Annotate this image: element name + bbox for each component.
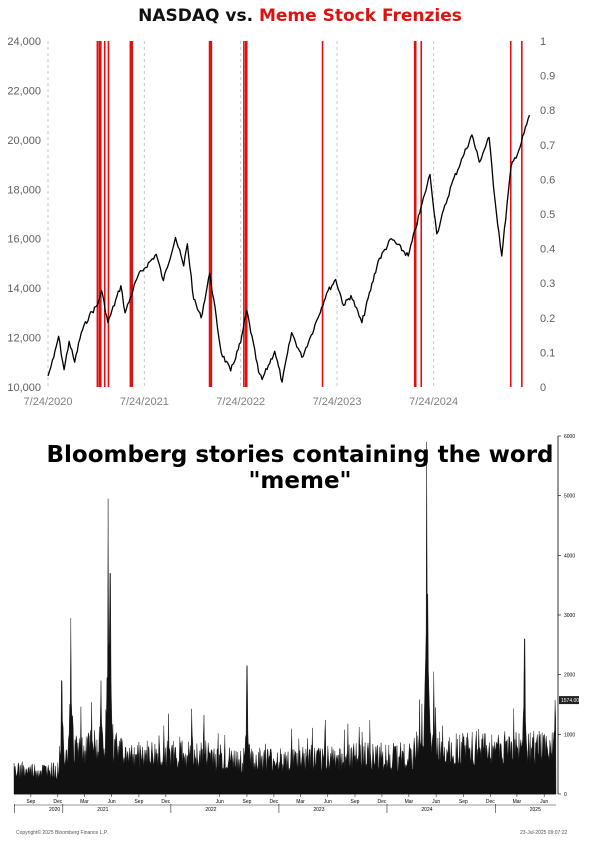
- x-year-label: 2021: [97, 807, 108, 813]
- x-month-label: Mar: [80, 799, 89, 805]
- x-tick-label: 7/24/2023: [313, 396, 362, 408]
- meme-stories-title: Bloomberg stories containing the word "m…: [46, 442, 554, 494]
- title-part-black: NASDAQ vs.: [138, 6, 254, 26]
- meme-stories-bars: [13, 441, 557, 795]
- y-left-tick-label: 12,000: [7, 333, 41, 345]
- y-right-tick-label: 3000: [564, 613, 575, 619]
- y-left-tick-label: 20,000: [7, 135, 41, 147]
- x-year-label: 2022: [205, 807, 216, 813]
- x-month-label: Dec: [269, 799, 278, 805]
- nasdaq-chart: 7/24/2020 7/24/2021 7/24/2022 7/24/2023 7/24…: [7, 36, 555, 408]
- x-year-label: 2025: [530, 807, 541, 813]
- copyright-text: Copyright© 2025 Bloomberg Finance L.P.: [16, 830, 108, 836]
- y-left-tick-label: 16,000: [7, 234, 41, 246]
- x-month-label: Dec: [486, 799, 495, 805]
- x-month-label: Jun: [540, 799, 548, 805]
- timestamp-text: 23-Jul-2025 09:07:22: [520, 830, 568, 836]
- x-tick-label: 7/24/2024: [409, 396, 458, 408]
- last-value-marker: 1574.00: [559, 696, 579, 705]
- x-month-label: Jun: [324, 799, 332, 805]
- x-tick-label: 7/24/2021: [120, 396, 169, 408]
- x-month-label: Dec: [377, 799, 386, 805]
- y-right-tick-label: 0.2: [540, 313, 555, 325]
- x-month-label: Mar: [405, 799, 414, 805]
- meme-stories-chart: 0 1000 2000 3000 4000 5000 6000 1574.00 Sep Dec Ma…: [13, 434, 579, 813]
- x-tick-label: 7/24/2020: [24, 396, 73, 408]
- y-left-tick-label: 10,000: [7, 382, 41, 394]
- y-right-tick-label: 0: [540, 382, 546, 394]
- y-left-tick-label: 22,000: [7, 85, 41, 97]
- x-year-label: 2024: [421, 807, 432, 813]
- y-right-tick-label: 5000: [564, 494, 575, 500]
- y-right-tick-label: 1000: [564, 732, 575, 738]
- y-right-tick-label: 0.7: [540, 140, 555, 152]
- y-right-tick-label: 6000: [564, 434, 575, 440]
- x-month-label: Sep: [26, 799, 35, 805]
- y-right-tick-label: 0.6: [540, 174, 555, 186]
- x-month-label: Dec: [161, 799, 170, 805]
- nasdaq-panel: NASDAQ vs. Meme Stock Frenzies 7/24/2020…: [0, 0, 600, 412]
- x-month-label: Jun: [216, 799, 224, 805]
- x-month-label: Sep: [351, 799, 360, 805]
- last-value-box: [559, 696, 579, 705]
- x-year-label: 2023: [313, 807, 324, 813]
- x-month-label: Sep: [134, 799, 143, 805]
- y-left-tick-label: 24,000: [7, 36, 41, 48]
- meme-stories-panel: 0 1000 2000 3000 4000 5000 6000 1574.00 Sep Dec Ma…: [0, 412, 600, 846]
- x-month-label: Mar: [513, 799, 522, 805]
- y-right-tick-label: 4000: [564, 553, 575, 559]
- x-month-label: Sep: [243, 799, 252, 805]
- y-right-tick-label: 0.3: [540, 278, 555, 290]
- y-right-tick-label: 0.4: [540, 244, 555, 256]
- y-left-tick-label: 18,000: [7, 184, 41, 196]
- y-right-tick-label: 2000: [564, 673, 575, 679]
- x-year-label: 2020: [49, 807, 60, 813]
- y-right-tick-label: 0.9: [540, 71, 555, 83]
- y-right-tick-label: 0.8: [540, 105, 555, 117]
- y-right-tick-label: 0.5: [540, 209, 555, 221]
- y-left-tick-label: 14,000: [7, 283, 41, 295]
- nasdaq-chart-title: NASDAQ vs. Meme Stock Frenzies: [0, 6, 600, 26]
- x-month-label: Jun: [432, 799, 440, 805]
- x-tick-label: 7/24/2022: [216, 396, 265, 408]
- title-part-red: Meme Stock Frenzies: [258, 6, 462, 26]
- x-month-label: Mar: [296, 799, 305, 805]
- last-value-label: 1574.00: [561, 698, 579, 704]
- nasdaq-series-line: [47, 114, 531, 383]
- x-month-label: Dec: [53, 799, 62, 805]
- x-month-label: Sep: [459, 799, 468, 805]
- y-right-tick-label: 1: [540, 36, 546, 48]
- x-month-label: Jun: [108, 799, 116, 805]
- y-right-tick-label: 0: [564, 792, 567, 798]
- y-right-tick-label: 0.1: [540, 347, 555, 359]
